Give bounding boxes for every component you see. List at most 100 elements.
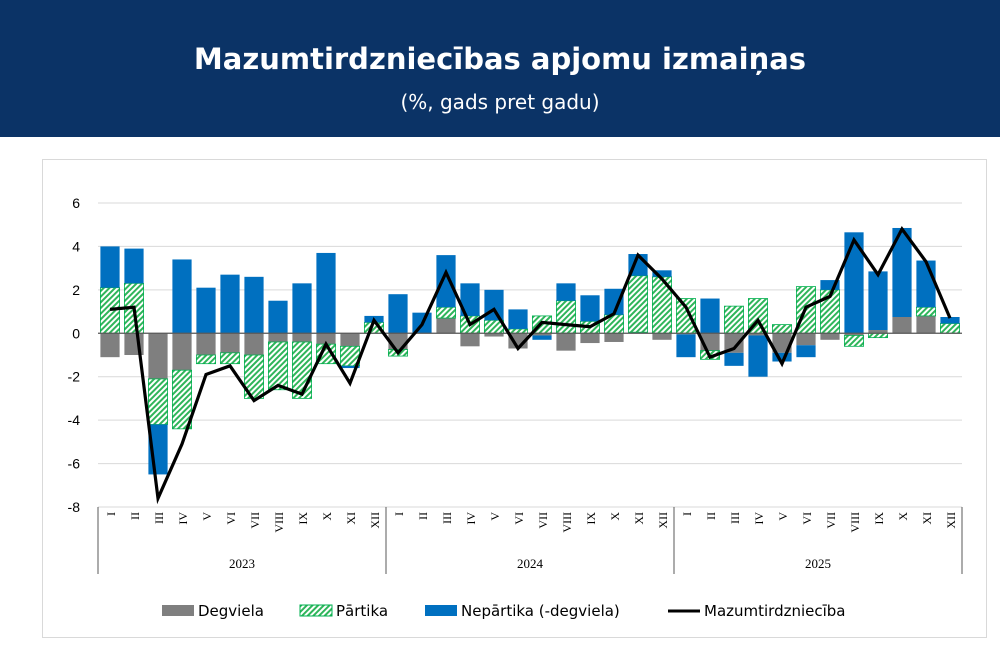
x-tick-label: V	[488, 512, 502, 521]
x-tick-label: VI	[800, 512, 814, 525]
bar-nep-rtika-degviela-	[196, 287, 216, 334]
bar-p-rtika	[844, 335, 865, 347]
bar-p-rtika	[628, 275, 649, 333]
bar-nep-rtika-degviela-	[124, 248, 144, 284]
bar-degviela	[436, 318, 456, 334]
bar-nep-rtika-degviela-	[676, 334, 696, 358]
x-tick-label: VII	[824, 512, 838, 529]
bar-degviela	[796, 333, 816, 346]
bar-p-rtika	[195, 354, 216, 365]
bar-p-rtika	[435, 306, 456, 319]
y-tick-label: -2	[68, 369, 81, 385]
bar-nep-rtika-degviela-	[460, 283, 480, 316]
bar-nep-rtika-degviela-	[868, 271, 888, 331]
bar-nep-rtika-degviela-	[604, 288, 624, 315]
line-mazumtirdznieciba	[109, 226, 952, 505]
bar-degviela	[556, 333, 576, 351]
bar-degviela	[868, 330, 888, 334]
bar-nep-rtika-degviela-	[916, 260, 936, 308]
bar-nep-rtika-degviela-	[820, 280, 840, 290]
y-tick-label: 2	[72, 282, 80, 298]
x-tick-label: XI	[920, 512, 934, 525]
x-tick-label: VIII	[560, 512, 574, 533]
x-tick-label: IX	[584, 512, 598, 525]
bar-p-rtika	[772, 324, 793, 334]
chart-subtitle: (%, gads pret gadu)	[400, 90, 600, 114]
y-tick-label: -4	[68, 412, 81, 428]
legend-swatch	[425, 605, 457, 616]
x-tick-label: VII	[536, 512, 550, 529]
legend-label: Mazumtirdzniecība	[704, 602, 846, 620]
bar-nep-rtika-degviela-	[892, 227, 912, 317]
bar-nep-rtika-degviela-	[796, 345, 816, 358]
bar-nep-rtika-degviela-	[484, 289, 504, 321]
bar-nep-rtika-degviela-	[940, 317, 960, 324]
bar-degviela	[484, 333, 504, 337]
x-tick-label: V	[776, 512, 790, 521]
x-tick-label: II	[416, 512, 430, 520]
x-tick-label: VIII	[272, 512, 286, 533]
bar-degviela	[268, 333, 288, 342]
x-tick-label: X	[896, 512, 910, 521]
bar-degviela	[916, 315, 936, 334]
year-label: 2025	[805, 556, 831, 571]
bar-nep-rtika-degviela-	[772, 352, 792, 362]
bar-p-rtika	[507, 328, 528, 334]
x-tick-label: III	[728, 512, 742, 524]
bar-degviela	[148, 333, 168, 379]
x-tick-label: IX	[872, 512, 886, 525]
bar-p-rtika	[916, 306, 937, 317]
x-tick-label: IV	[752, 512, 766, 525]
x-tick-label: III	[440, 512, 454, 524]
x-tick-label: VI	[224, 512, 238, 525]
y-tick-label: 4	[72, 238, 80, 254]
x-tick-label: XII	[944, 512, 958, 529]
x-tick-label: XI	[344, 512, 358, 525]
legend-label: Degviela	[198, 602, 264, 620]
bar-nep-rtika-degviela-	[292, 283, 312, 334]
bar-nep-rtika-degviela-	[556, 283, 576, 301]
bar-nep-rtika-degviela-	[340, 365, 360, 369]
x-tick-label: IV	[176, 512, 190, 525]
bar-degviela	[220, 333, 240, 353]
chart-title: Mazumtirdzniecības apjomu izmaiņas	[193, 42, 807, 76]
bar-degviela	[292, 333, 312, 342]
y-tick-label: -6	[68, 456, 81, 472]
bar-nep-rtika-degviela-	[580, 295, 600, 322]
bar-p-rtika	[868, 332, 889, 339]
x-tick-label: II	[704, 512, 718, 520]
bar-degviela	[580, 333, 600, 344]
bar-degviela	[772, 333, 792, 353]
x-tick-label: XII	[368, 512, 382, 529]
x-tick-label: X	[320, 512, 334, 521]
x-tick-label: II	[128, 512, 142, 520]
bar-nep-rtika-degviela-	[220, 274, 240, 334]
x-tick-label: V	[200, 512, 214, 521]
bar-nep-rtika-degviela-	[172, 259, 192, 334]
bar-degviela	[460, 333, 480, 347]
bar-p-rtika	[100, 287, 121, 334]
bar-degviela	[748, 333, 768, 336]
bar-degviela	[532, 333, 552, 336]
bar-nep-rtika-degviela-	[748, 335, 768, 377]
bar-p-rtika	[219, 352, 240, 365]
legend-swatch	[299, 604, 333, 617]
bar-p-rtika	[724, 305, 745, 334]
bar-degviela	[844, 333, 864, 336]
bar-degviela	[172, 333, 192, 371]
bar-p-rtika	[940, 323, 961, 334]
bar-p-rtika	[267, 341, 288, 391]
bar-nep-rtika-degviela-	[100, 246, 120, 288]
bar-degviela	[892, 317, 912, 334]
bar-nep-rtika-degviela-	[652, 270, 672, 277]
bar-nep-rtika-degviela-	[508, 309, 528, 329]
bar-degviela	[652, 333, 672, 340]
bar-nep-rtika-degviela-	[244, 276, 264, 334]
bar-degviela	[316, 333, 336, 345]
bar-degviela	[100, 333, 120, 358]
x-tick-label: IX	[296, 512, 310, 525]
x-tick-label: VIII	[848, 512, 862, 533]
x-tick-label: X	[608, 512, 622, 521]
bar-nep-rtika-degviela-	[724, 352, 744, 366]
bar-p-rtika	[171, 369, 192, 430]
